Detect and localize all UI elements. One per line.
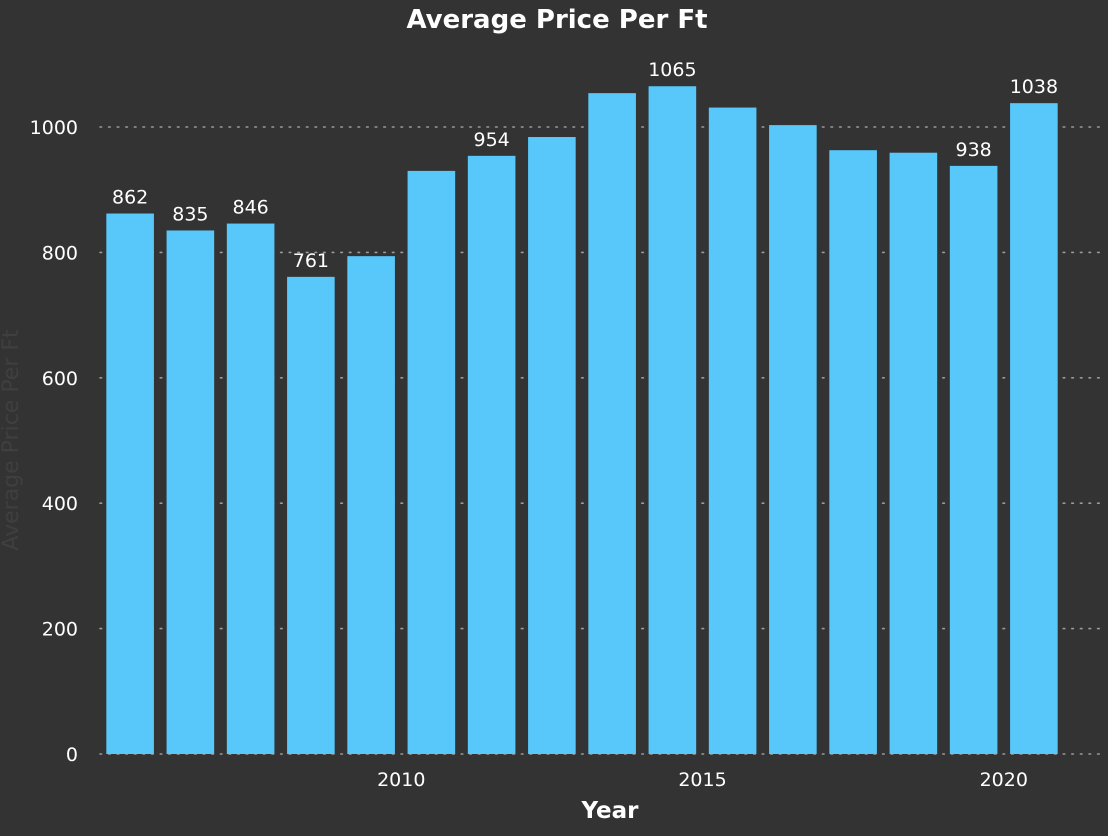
y-tick-label: 400 [42,493,78,515]
bar-2008 [226,223,275,755]
bar-2020 [949,165,998,754]
x-tick-label: 2015 [678,769,726,791]
x-tick-label: 2020 [980,769,1028,791]
x-axis-label: Year [580,798,639,824]
bar-2013 [528,137,576,755]
x-axis-ticks: 2010 2015 2020 [377,769,1028,791]
bar-2017 [769,125,817,754]
y-axis-label: Average Price Per Ft [0,329,24,551]
data-label-2020: 938 [955,139,991,161]
bar-2012 [467,155,516,755]
y-tick-label: 1000 [30,117,78,139]
bar-2011 [407,170,456,754]
data-label-2008: 846 [232,197,268,219]
bar-2007 [166,230,215,754]
y-axis-ticks: 0 200 400 600 800 1000 [30,117,78,766]
bar-2021 [1010,103,1058,754]
data-label-2007: 835 [172,203,208,225]
x-tick-label: 2010 [377,769,425,791]
data-label-2015: 1065 [648,59,696,81]
data-labels: 862 835 846 761 954 1065 938 1038 [112,59,1058,272]
y-tick-label: 0 [66,744,78,766]
bar-2015 [648,86,697,755]
y-tick-label: 200 [42,619,78,641]
y-tick-label: 600 [42,368,78,390]
bar-2014 [588,93,636,755]
data-label-2021: 1038 [1010,76,1058,98]
data-label-2009: 761 [293,250,329,272]
bar-2016 [708,107,757,755]
y-tick-label: 800 [42,242,78,264]
bars [106,86,1058,755]
chart-title: Average Price Per Ft [406,5,707,35]
data-label-2006: 862 [112,187,148,209]
bar-2006 [106,213,154,754]
data-label-2012: 954 [473,129,509,151]
bar-2018 [829,150,877,755]
bar-2019 [889,152,938,754]
bar-2009 [287,276,335,754]
bar-2010 [347,256,395,754]
